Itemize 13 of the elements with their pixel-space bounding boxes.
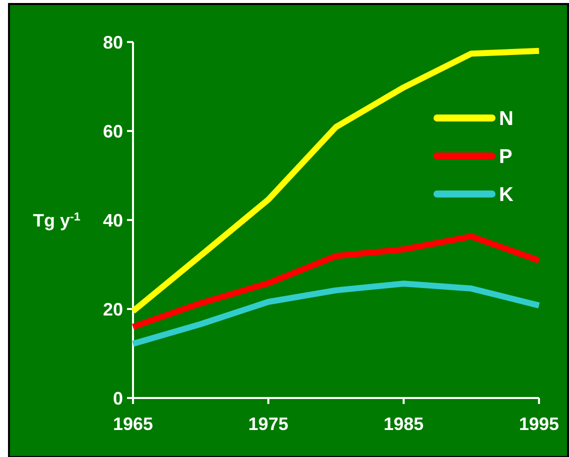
legend-label: K (499, 184, 514, 206)
x-tick-label: 1975 (248, 414, 288, 434)
x-tick-label: 1965 (112, 414, 154, 434)
y-tick-label: 20 (102, 299, 123, 320)
y-tick-label: 0 (112, 388, 123, 408)
y-tick-label: 40 (102, 210, 123, 230)
legend-label: N (499, 108, 514, 130)
x-tick-label: 1995 (518, 414, 560, 434)
y-axis-title: Tg y$^{-1}$ (33, 210, 81, 230)
x-tick-label: 1985 (384, 414, 424, 434)
y-tick-label: 60 (102, 121, 123, 142)
legend-label: P (499, 146, 512, 168)
y-tick-label: 80 (102, 32, 123, 52)
